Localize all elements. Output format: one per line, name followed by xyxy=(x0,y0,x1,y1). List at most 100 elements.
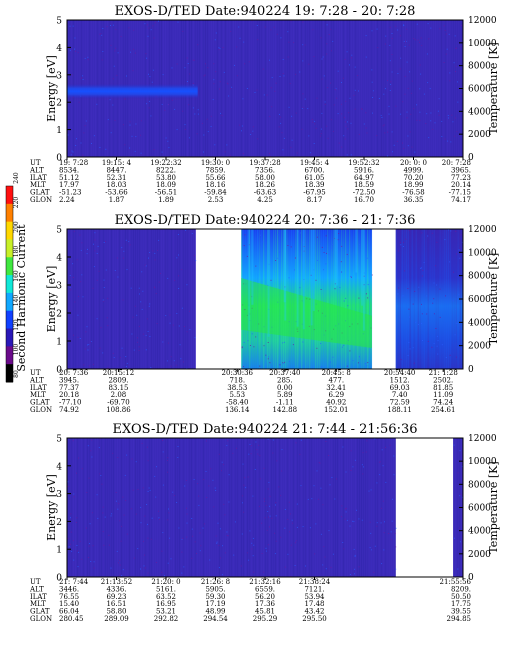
ephemeris-value: 19: 7:28 xyxy=(59,159,88,167)
ephemeris-value: 254.61 xyxy=(431,406,456,414)
ephemeris-value: 74.24 xyxy=(433,399,454,407)
ephemeris-row-label: GLAT xyxy=(30,399,50,407)
ephemeris-value: 53.94 xyxy=(304,593,325,601)
colorbar-swatch xyxy=(6,328,13,347)
y-tick-label: 2 xyxy=(56,99,62,109)
ephemeris-value: 0.00 xyxy=(277,384,293,392)
ephemeris-value: 188.11 xyxy=(387,406,412,414)
y-axis: 0 1 2 3 4 5 Energy [eV] xyxy=(45,17,71,164)
y2-tick-label: 2000 xyxy=(468,130,491,140)
ephemeris-value: 20.14 xyxy=(451,181,472,189)
y2-tick-label: 6000 xyxy=(468,504,491,514)
ephemeris-value: 8.17 xyxy=(307,196,323,204)
y-tick-label: 5 xyxy=(56,435,62,445)
ephemeris-value: -56.51 xyxy=(155,189,177,197)
colorbar-tick-label: 240 xyxy=(13,172,20,184)
ephemeris-value: 83.15 xyxy=(108,384,128,392)
ephemeris-value: 18.39 xyxy=(304,181,324,189)
ephemeris-value: 1512. xyxy=(390,376,410,384)
ephemeris-value: 18.09 xyxy=(156,181,176,189)
y-tick-label: 3 xyxy=(56,71,62,81)
y-tick-label: 1 xyxy=(56,126,62,136)
panel-3: EXOS-D/TED Date:940224 21: 7:44 - 21:56:… xyxy=(29,422,500,623)
y-tick-label: 1 xyxy=(56,338,62,348)
ephemeris-value: 77.37 xyxy=(59,384,79,392)
ephemeris-value: 74.17 xyxy=(451,196,471,204)
ephemeris-value: 21:20: 0 xyxy=(151,578,180,586)
ephemeris-value: 18.26 xyxy=(255,181,276,189)
ephemeris-row-label: MLT xyxy=(30,181,46,189)
y-tick-label: 3 xyxy=(56,282,62,292)
y2-tick-label: 0 xyxy=(468,153,474,163)
ephemeris-value: 45.81 xyxy=(255,608,275,616)
ephemeris-value: -58.40 xyxy=(226,399,248,407)
ephemeris-value: 18.59 xyxy=(354,181,374,189)
ephemeris-value: 294.85 xyxy=(447,615,472,623)
y2-tick-label: 4000 xyxy=(468,107,491,117)
colorbar-swatch xyxy=(6,257,13,276)
y-tick-label: 2 xyxy=(56,518,62,528)
y-tick-label: 4 xyxy=(56,44,62,54)
ephemeris-value: 16.70 xyxy=(354,196,374,204)
ephemeris-value: 8534. xyxy=(59,166,79,174)
ephemeris-value: 8209. xyxy=(451,585,471,593)
colorbar-swatch xyxy=(6,186,13,205)
ephemeris-value: 5916. xyxy=(354,166,374,174)
panel-title: EXOS-D/TED Date:940224 21: 7:44 - 21:56:… xyxy=(113,422,418,437)
ephemeris-value: 21: 1:28 xyxy=(429,369,458,377)
colorbar-tick-label: 100 xyxy=(13,344,20,356)
ephemeris-value: 20.18 xyxy=(59,391,79,399)
ephemeris-value: 11.09 xyxy=(433,391,453,399)
y2-tick-label: 8000 xyxy=(468,480,491,490)
ephemeris-value: 294.54 xyxy=(203,615,228,623)
ephemeris-row-label: ALT xyxy=(29,585,44,593)
colorbar-swatch xyxy=(6,292,13,312)
colorbar-swatch xyxy=(6,346,13,365)
ephemeris-row-label: GLAT xyxy=(30,608,50,616)
ephemeris-value: 21: 7:44 xyxy=(59,578,89,586)
spectrogram-texture xyxy=(67,229,197,369)
ephemeris-value: 20: 7:36 xyxy=(59,369,89,377)
ephemeris-row-label: ALT xyxy=(29,166,44,174)
ephemeris-value: 70.20 xyxy=(403,174,423,182)
ephemeris-value: 19:45: 4 xyxy=(300,159,330,167)
ephemeris-row-label: ILAT xyxy=(30,384,47,392)
ephemeris-value: 77.23 xyxy=(451,174,471,182)
colorbar-tick-label: 180 xyxy=(13,246,20,258)
y2-tick-label: 2000 xyxy=(468,342,491,352)
spectrogram-texture xyxy=(395,229,464,370)
ephemeris-row-label: GLON xyxy=(30,406,52,414)
y-axis: 0 1 2 3 4 5 Energy [eV] xyxy=(45,435,71,584)
ephemeris-value: 20:54:40 xyxy=(384,369,415,377)
ephemeris-value: 289.09 xyxy=(104,615,129,623)
ephemeris-value: 3965. xyxy=(451,166,471,174)
ephemeris-value: 6700. xyxy=(304,166,324,174)
data-segment xyxy=(395,229,463,369)
y2-tick-label: 10000 xyxy=(468,248,497,258)
panel-title: EXOS-D/TED Date:940224 19: 7:28 - 20: 7:… xyxy=(115,4,416,19)
ephemeris-row-label: GLON xyxy=(30,196,52,204)
ephemeris-value: -67.95 xyxy=(303,189,325,197)
ephemeris-value: 20:37:40 xyxy=(269,369,300,377)
ephemeris-value: 2809. xyxy=(108,376,128,384)
ephemeris-value: 152.01 xyxy=(324,406,349,414)
ephemeris-value: 108.86 xyxy=(106,406,131,414)
ephemeris-value: 1.87 xyxy=(109,196,125,204)
ephemeris-row-label: MLT xyxy=(30,600,46,608)
ephemeris-value: 142.88 xyxy=(273,406,298,414)
y2-tick-label: 4000 xyxy=(468,527,491,537)
y-tick-label: 1 xyxy=(56,546,62,556)
ephemeris-value: 51.12 xyxy=(59,174,79,182)
ephemeris-value: 15.40 xyxy=(59,600,79,608)
y-tick-label: 0 xyxy=(56,154,62,164)
ephemeris-value: 2.08 xyxy=(111,391,127,399)
ephemeris-value: 69.03 xyxy=(390,384,410,392)
ephemeris-value: 7121. xyxy=(304,585,324,593)
ephemeris-value: 18.03 xyxy=(106,181,126,189)
colorbar-tick-label: 220 xyxy=(13,197,20,209)
y2-tick-label: 4000 xyxy=(468,318,491,328)
colorbar-tick-label: 120 xyxy=(13,319,20,331)
ephemeris-value: 19:52:32 xyxy=(348,159,379,167)
ephemeris-row-label: GLON xyxy=(30,615,52,623)
